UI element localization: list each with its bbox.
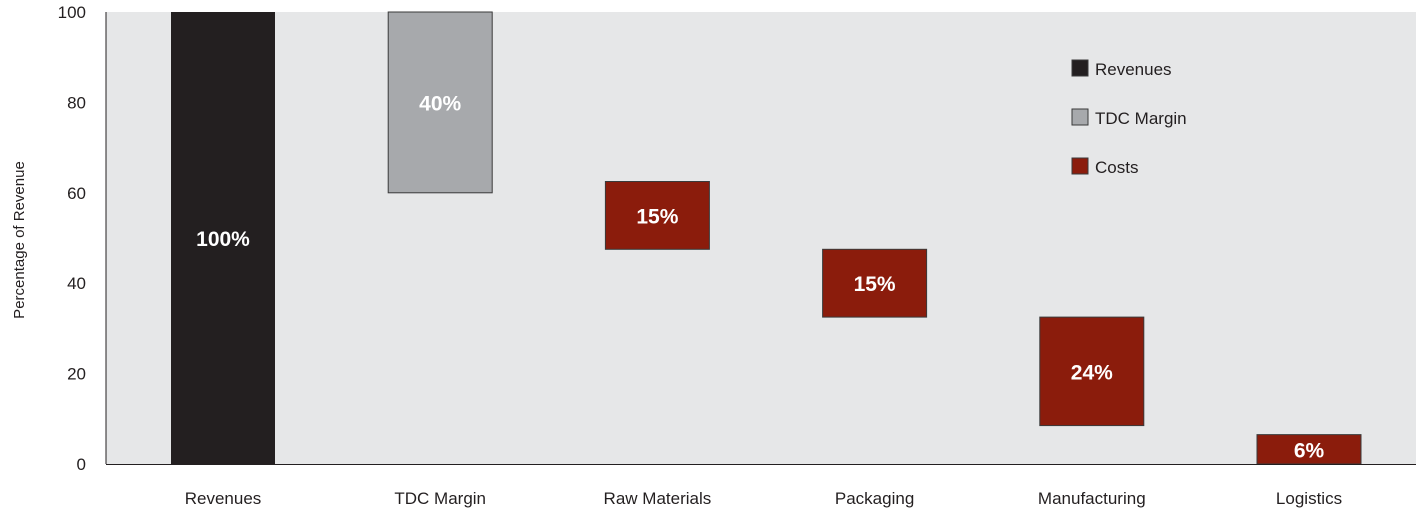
plot-area <box>106 12 1416 464</box>
bar-manufacturing <box>1039 316 1145 427</box>
data-label: 15% <box>636 205 678 228</box>
x-tick-label: Raw Materials <box>604 489 712 508</box>
legend: Revenues TDC Margin Costs <box>1071 59 1187 177</box>
y-tick-label: 80 <box>67 93 86 112</box>
bar-tdc-margin <box>387 11 493 194</box>
y-tick-label: 0 <box>77 455 86 474</box>
legend-swatch <box>1071 108 1089 126</box>
y-axis-ticks: 0 20 40 60 80 100 <box>58 3 86 474</box>
data-label: 40% <box>419 92 461 115</box>
bar-packaging <box>822 248 928 318</box>
y-tick-label: 100 <box>58 3 86 22</box>
legend-label: Revenues <box>1095 60 1172 79</box>
bar-revenues <box>171 12 275 464</box>
x-tick-label: Packaging <box>835 489 914 508</box>
data-label: 6% <box>1294 439 1325 462</box>
legend-swatch <box>1071 157 1089 175</box>
x-tick-label: Revenues <box>185 489 262 508</box>
x-tick-label: TDC Margin <box>394 489 486 508</box>
y-axis-label: Percentage of Revenue <box>11 161 28 319</box>
x-tick-label: Logistics <box>1276 489 1342 508</box>
data-labels: 100% 40% 15% 15% 24% 6% <box>196 92 1324 462</box>
x-axis-categories: Revenues TDC Margin Raw Materials Packaging… <box>185 489 1342 508</box>
bar-raw-materials <box>604 181 710 250</box>
legend-label: Costs <box>1095 158 1138 177</box>
data-label: 15% <box>854 273 896 296</box>
legend-swatch <box>1071 59 1089 77</box>
legend-label: TDC Margin <box>1095 109 1187 128</box>
data-label: 100% <box>196 228 250 251</box>
y-tick-label: 20 <box>67 365 86 384</box>
data-label: 24% <box>1071 361 1113 384</box>
x-tick-label: Manufacturing <box>1038 489 1146 508</box>
bars <box>171 11 1362 465</box>
y-tick-label: 60 <box>67 184 86 203</box>
y-tick-label: 40 <box>67 274 86 293</box>
